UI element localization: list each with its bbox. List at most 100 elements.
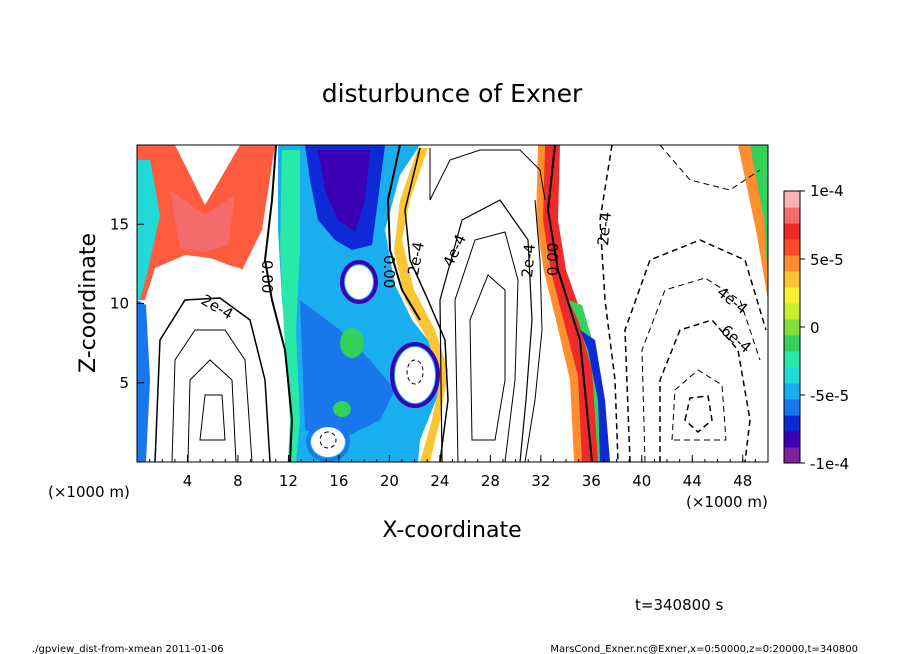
colorbar-swatch [784,223,800,240]
x-tick-label: 4 [183,472,193,490]
z-tick-label: 5 [119,374,129,392]
contour-left-dome-2 [171,329,253,462]
chart-title: disturbunce of Exner [322,79,583,108]
contour-mid-6 [524,199,543,462]
band-central-mid-blue [300,300,395,440]
z-tick-label: 15 [110,215,129,233]
colorbar-swatch [784,415,800,432]
band-left-bottom-blue [137,300,150,462]
x-tick-label: 36 [582,472,601,490]
contour-label: 0.00 [544,243,562,276]
plot-area: 0.00 2e-4 0.00 2e-4 4e-4 2e-4 0.00 2e-4 … [136,144,769,463]
x-unit-label: (×1000 m) [48,483,130,501]
contour-blob-dash [406,359,424,385]
colorbar-swatch [784,255,800,272]
band-right-blue [580,330,610,462]
contour-mid-2 [439,199,533,462]
blob-right-ring [390,342,440,408]
x-tick-label: 32 [531,472,550,490]
band-left-pink-core [170,190,235,252]
dash-contour-5 [671,369,727,441]
colorbar-swatch [784,431,800,448]
time-label: t=340800 s [635,596,723,614]
contour-left-dome-4 [199,394,226,441]
contour-label: 2e-4 [594,211,615,246]
colorbar-label: 5e-5 [810,251,844,269]
white-blobs [150,260,440,462]
x-tick-label: 16 [329,472,348,490]
colorbar [784,190,805,464]
dash-contour-7 [659,145,761,191]
contour-mid-5 [429,148,546,201]
contour-zero-central [386,145,421,321]
x-tick-label: 8 [233,472,243,490]
band-left-green-edge [137,160,160,300]
shaded-field [137,145,768,462]
colorbar-swatch [784,383,800,400]
contour-left-dome-1 [154,297,271,462]
contour-zero-right [546,145,593,462]
band-right-orange [536,145,582,462]
colorbar-swatch [784,191,800,208]
z-tick-label: 10 [110,295,129,313]
band-far-right-orange [738,145,768,300]
colorbar-swatch [784,271,800,288]
x-tick-label: 20 [380,472,399,490]
band-far-right-green [745,145,768,300]
z-axis: 5 10 15 [110,215,144,392]
colorbar-label: 1e-4 [810,182,844,200]
band-right-green [568,300,606,462]
band-central-green-rim [280,150,300,462]
blob-upper [345,265,373,299]
blob-upper-ring [340,260,378,304]
x-tick-label: 48 [733,472,752,490]
green-island-2 [333,401,351,417]
contour-label: 0.00 [258,260,276,293]
colorbar-swatch [784,287,800,304]
blob-right [395,347,435,403]
colorbar-swatch [784,399,800,416]
band-central-yellow-rim [394,148,448,462]
colorbar-swatch [784,351,800,368]
dash-contour-2 [624,239,767,462]
colorbar-labels: 1e-4 5e-5 0 -5e-5 -1e-4 [810,182,849,473]
contour-bottom-dash [319,431,337,449]
colorbar-swatch [784,335,800,352]
colorbar-label: 0 [810,319,820,337]
x-axis: 4 8 12 16 20 24 28 32 36 40 44 48 [149,455,756,490]
blob-bottom-ring [306,422,350,462]
dash-contour-3 [641,277,761,462]
x-tick-label: 28 [481,472,500,490]
contour-left-dome-3 [187,359,237,462]
contour-zero-left [263,145,294,462]
blob-bottom [311,427,345,457]
contour-label: 0.00 [380,255,398,288]
colorbar-frame [783,190,801,464]
contour-label: 2e-4 [404,240,428,276]
x-tick-label: 12 [279,472,298,490]
x-tick-label: 40 [632,472,651,490]
dash-contour-6 [684,395,713,434]
colorbar-swatch [784,303,800,320]
dash-contour-4 [659,319,751,462]
x-tick-label: 24 [430,472,449,490]
colorbar-swatch [784,447,800,464]
colorbar-swatch [784,367,800,384]
contours [154,145,593,462]
colorbar-swatch [784,239,800,256]
colorbar-label: -1e-4 [810,455,849,473]
x-tick-label: 44 [683,472,702,490]
z-axis-label: Z-coordinate [76,233,101,373]
green-island-1 [340,328,364,358]
dash-contour-1 [599,145,619,462]
contour-mid-3 [454,231,519,462]
left-white-dome [150,260,285,462]
contour-label: 2e-4 [518,243,539,278]
negative-contours [599,145,767,462]
colorbar-swatch [784,319,800,336]
contour-mid-1 [404,147,449,462]
x-axis-label: X-coordinate [382,518,521,543]
contour-mid-4 [469,274,506,441]
footer-left: ./gpview_dist-from-xmean 2011-01-06 [32,644,224,654]
band-central-deep-blue [318,150,370,232]
